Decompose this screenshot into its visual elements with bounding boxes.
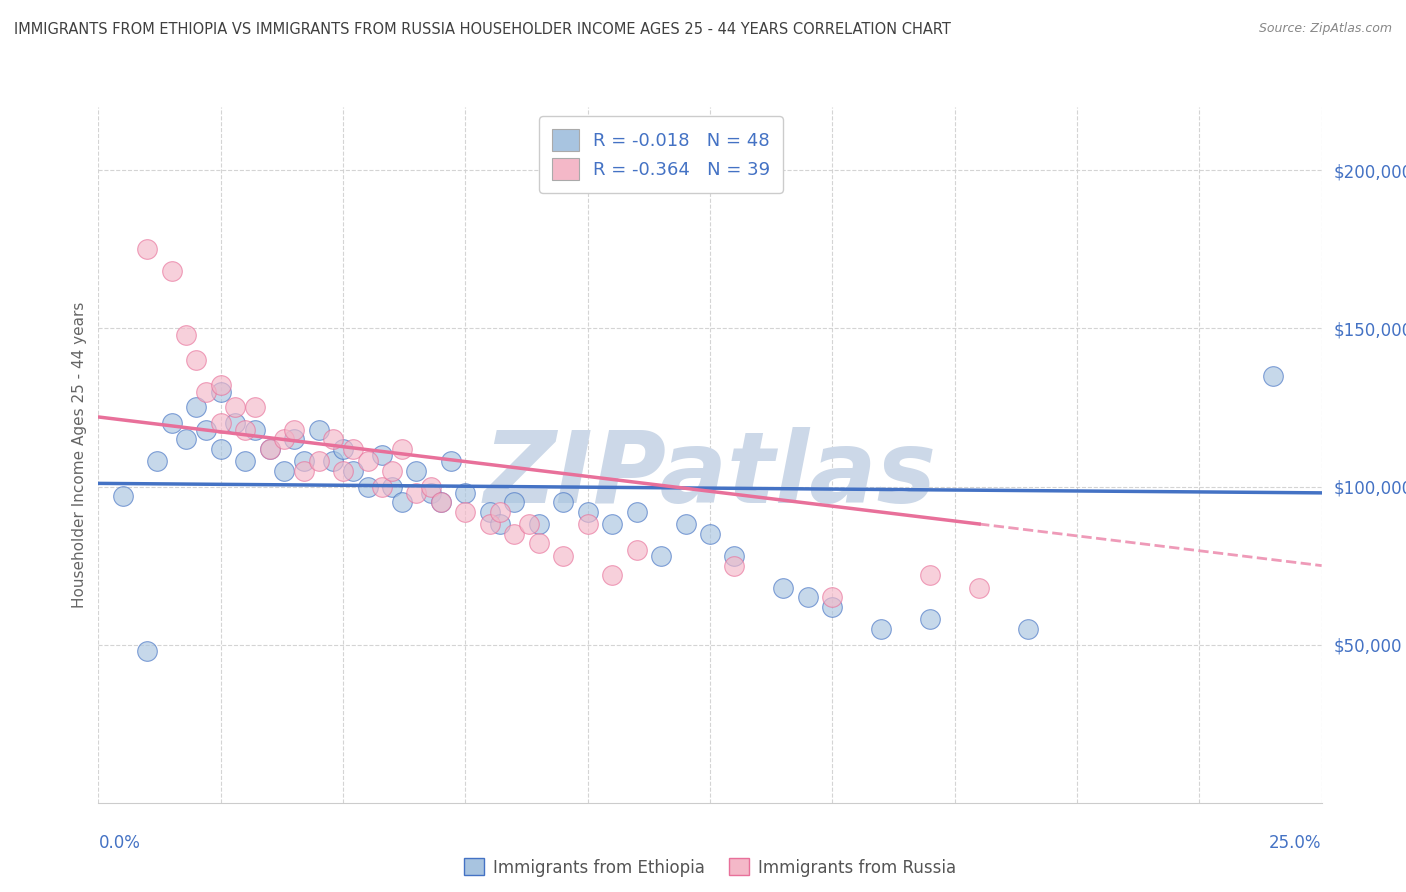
Point bbox=[527, 517, 550, 532]
Point bbox=[209, 417, 232, 431]
Text: 25.0%: 25.0% bbox=[1270, 834, 1322, 852]
Point bbox=[430, 495, 453, 509]
Text: Source: ZipAtlas.com: Source: ZipAtlas.com bbox=[1258, 22, 1392, 36]
Point bbox=[224, 417, 246, 431]
Point bbox=[553, 495, 575, 509]
Point bbox=[136, 243, 159, 257]
Point bbox=[920, 612, 942, 626]
Point bbox=[233, 423, 256, 437]
Point bbox=[797, 591, 820, 605]
Point bbox=[527, 536, 550, 550]
Point bbox=[224, 401, 246, 415]
Y-axis label: Householder Income Ages 25 - 44 years: Householder Income Ages 25 - 44 years bbox=[72, 301, 87, 608]
Legend: R = -0.018   N = 48, R = -0.364   N = 39: R = -0.018 N = 48, R = -0.364 N = 39 bbox=[538, 116, 783, 193]
Point bbox=[723, 558, 745, 573]
Point bbox=[259, 442, 281, 456]
Point bbox=[308, 454, 330, 468]
Point bbox=[405, 464, 427, 478]
Point bbox=[243, 401, 266, 415]
Point bbox=[283, 432, 305, 446]
Point bbox=[391, 442, 413, 456]
Point bbox=[146, 454, 169, 468]
Point bbox=[650, 549, 672, 563]
Point bbox=[772, 581, 794, 595]
Point bbox=[356, 479, 378, 493]
Point bbox=[430, 495, 453, 509]
Point bbox=[440, 454, 463, 468]
Point bbox=[371, 448, 394, 462]
Point bbox=[503, 495, 526, 509]
Point bbox=[699, 527, 721, 541]
Point bbox=[821, 599, 844, 614]
Point bbox=[488, 517, 510, 532]
Point bbox=[420, 486, 443, 500]
Point bbox=[209, 384, 232, 399]
Point bbox=[186, 353, 208, 368]
Point bbox=[322, 432, 344, 446]
Point bbox=[209, 378, 232, 392]
Point bbox=[356, 454, 378, 468]
Point bbox=[273, 432, 295, 446]
Point bbox=[517, 517, 540, 532]
Point bbox=[967, 581, 990, 595]
Point bbox=[160, 417, 183, 431]
Point bbox=[342, 442, 364, 456]
Point bbox=[195, 423, 218, 437]
Point bbox=[243, 423, 266, 437]
Point bbox=[283, 423, 305, 437]
Point bbox=[420, 479, 443, 493]
Point bbox=[626, 505, 648, 519]
Text: IMMIGRANTS FROM ETHIOPIA VS IMMIGRANTS FROM RUSSIA HOUSEHOLDER INCOME AGES 25 - : IMMIGRANTS FROM ETHIOPIA VS IMMIGRANTS F… bbox=[14, 22, 950, 37]
Point bbox=[1017, 622, 1039, 636]
Point bbox=[626, 542, 648, 557]
Point bbox=[332, 464, 354, 478]
Point bbox=[322, 454, 344, 468]
Point bbox=[195, 384, 218, 399]
Point bbox=[600, 568, 623, 582]
Point bbox=[176, 432, 198, 446]
Point bbox=[454, 505, 477, 519]
Point bbox=[332, 442, 354, 456]
Point bbox=[488, 505, 510, 519]
Point bbox=[209, 442, 232, 456]
Point bbox=[342, 464, 364, 478]
Point bbox=[176, 327, 198, 342]
Point bbox=[870, 622, 893, 636]
Point bbox=[1261, 368, 1284, 383]
Point bbox=[553, 549, 575, 563]
Point bbox=[259, 442, 281, 456]
Point bbox=[381, 479, 404, 493]
Point bbox=[136, 644, 159, 658]
Point bbox=[233, 454, 256, 468]
Point bbox=[308, 423, 330, 437]
Point bbox=[186, 401, 208, 415]
Point bbox=[273, 464, 295, 478]
Point bbox=[292, 454, 315, 468]
Point bbox=[600, 517, 623, 532]
Point bbox=[381, 464, 404, 478]
Text: 0.0%: 0.0% bbox=[98, 834, 141, 852]
Point bbox=[576, 517, 599, 532]
Point bbox=[371, 479, 394, 493]
Point bbox=[723, 549, 745, 563]
Point bbox=[111, 489, 134, 503]
Point bbox=[391, 495, 413, 509]
Point bbox=[405, 486, 427, 500]
Point bbox=[454, 486, 477, 500]
Point bbox=[920, 568, 942, 582]
Point bbox=[478, 517, 501, 532]
Point bbox=[576, 505, 599, 519]
Text: ZIPatlas: ZIPatlas bbox=[484, 427, 936, 524]
Point bbox=[160, 264, 183, 278]
Point bbox=[503, 527, 526, 541]
Point bbox=[675, 517, 697, 532]
Point bbox=[292, 464, 315, 478]
Point bbox=[478, 505, 501, 519]
Point bbox=[821, 591, 844, 605]
